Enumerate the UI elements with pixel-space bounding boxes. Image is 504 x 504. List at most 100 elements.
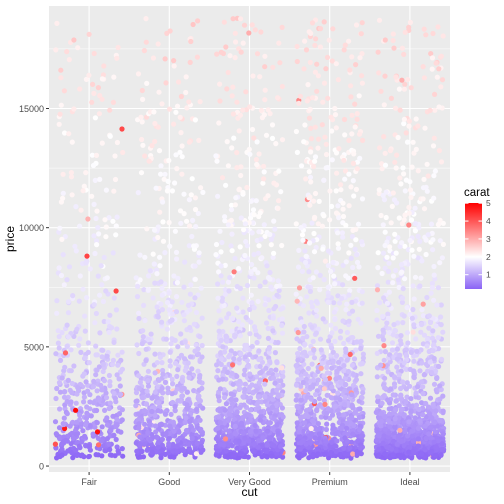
data-point xyxy=(351,371,357,377)
data-point xyxy=(231,356,237,362)
data-point xyxy=(71,363,77,369)
data-point xyxy=(139,341,145,347)
data-point xyxy=(171,58,177,64)
data-point xyxy=(65,334,71,340)
data-point xyxy=(313,269,319,275)
data-point xyxy=(234,445,240,451)
data-point xyxy=(400,165,406,171)
data-point xyxy=(382,265,388,271)
data-point xyxy=(55,340,62,346)
data-point xyxy=(242,435,248,441)
data-point xyxy=(237,378,243,384)
data-point xyxy=(86,360,92,366)
data-point xyxy=(348,420,354,426)
data-point xyxy=(225,163,231,169)
data-point xyxy=(409,315,415,321)
data-point xyxy=(431,381,438,387)
data-point xyxy=(217,386,223,392)
data-point xyxy=(111,390,117,396)
data-point xyxy=(358,338,364,344)
data-point xyxy=(219,239,225,246)
data-point xyxy=(64,277,70,283)
data-point xyxy=(354,259,361,265)
data-point xyxy=(77,86,83,92)
data-point xyxy=(223,401,229,407)
data-point xyxy=(421,206,428,212)
data-point xyxy=(261,163,267,169)
data-point xyxy=(252,266,258,272)
data-point xyxy=(77,412,83,418)
data-point xyxy=(228,207,235,213)
data-point xyxy=(112,176,119,183)
data-point xyxy=(213,452,219,458)
data-point xyxy=(431,297,437,303)
data-point xyxy=(139,395,145,401)
data-point xyxy=(390,332,396,338)
data-point xyxy=(293,291,299,297)
data-point xyxy=(437,217,443,223)
data-point xyxy=(182,339,188,345)
data-point xyxy=(232,430,238,437)
data-point xyxy=(160,219,166,225)
data-point xyxy=(310,95,316,101)
data-point xyxy=(169,299,175,305)
data-point xyxy=(346,292,352,298)
data-point xyxy=(59,375,65,381)
data-point xyxy=(199,342,205,349)
data-point xyxy=(145,447,151,453)
data-point xyxy=(426,411,433,417)
data-point xyxy=(98,263,104,269)
data-point xyxy=(186,197,192,203)
data-point xyxy=(351,356,358,362)
data-point xyxy=(308,396,314,402)
data-point xyxy=(398,385,404,392)
data-point xyxy=(294,298,300,304)
data-point xyxy=(432,107,438,113)
data-point xyxy=(135,411,141,417)
data-point xyxy=(435,222,441,228)
data-point xyxy=(389,203,395,209)
data-point xyxy=(274,407,280,414)
data-point xyxy=(337,451,343,457)
data-point xyxy=(175,437,181,443)
data-point xyxy=(359,20,365,26)
data-point xyxy=(313,244,319,251)
data-point xyxy=(244,184,250,191)
data-point xyxy=(341,340,347,346)
data-point xyxy=(434,74,440,80)
data-point xyxy=(376,187,382,193)
data-point xyxy=(137,454,144,460)
data-point xyxy=(404,394,410,400)
data-point xyxy=(420,196,426,202)
data-point xyxy=(382,162,389,168)
data-point xyxy=(166,435,172,441)
data-point xyxy=(435,285,441,291)
data-point xyxy=(269,122,276,128)
data-point xyxy=(387,424,393,430)
data-point xyxy=(159,292,165,298)
data-point xyxy=(99,96,105,102)
data-point xyxy=(196,250,202,256)
data-point xyxy=(333,210,340,216)
data-point xyxy=(159,307,165,313)
data-point xyxy=(402,81,408,87)
data-point xyxy=(296,455,302,461)
data-point xyxy=(248,292,254,298)
data-point xyxy=(216,269,222,275)
data-point xyxy=(242,381,248,387)
data-point xyxy=(401,313,407,319)
data-point xyxy=(269,453,275,459)
data-point xyxy=(92,177,98,183)
data-point xyxy=(321,80,328,86)
data-point xyxy=(194,406,200,412)
data-point xyxy=(66,264,73,270)
data-point xyxy=(155,408,161,414)
data-point xyxy=(309,20,316,26)
data-point xyxy=(324,364,330,371)
data-point xyxy=(341,47,347,53)
data-point xyxy=(216,398,222,404)
data-point xyxy=(378,423,384,429)
data-point xyxy=(340,213,347,220)
data-point xyxy=(356,93,362,99)
